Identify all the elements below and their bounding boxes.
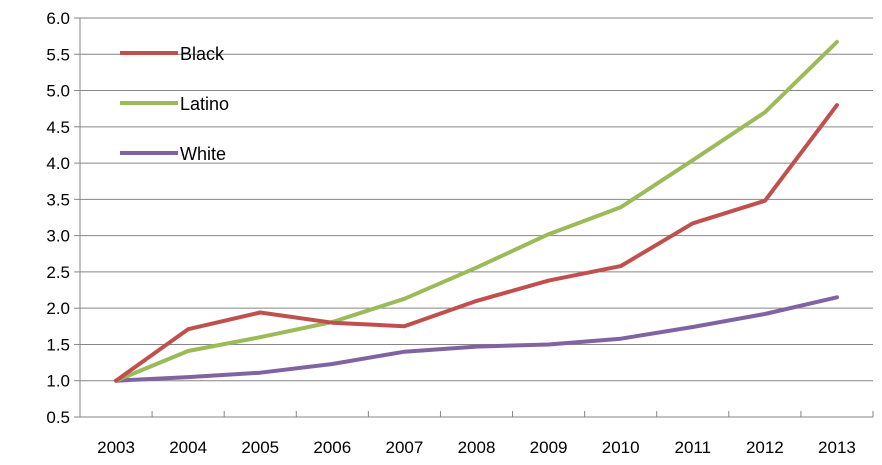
x-axis-tick-labels: 2003 2004 2005 2006 2007 2008 2009 2010 2011 2012…: [97, 438, 856, 457]
legend-label-latino: Latino: [180, 94, 229, 114]
series-line-white: [114, 295, 839, 383]
x-tick-label: 2011: [674, 438, 711, 457]
axes: [74, 17, 874, 418]
x-tick-label: 2004: [169, 438, 207, 457]
y-tick-label: 0.5: [46, 408, 70, 427]
series-line-black: [114, 103, 839, 383]
x-tick-label: 2008: [458, 438, 496, 457]
series-lines: [114, 39, 839, 383]
x-tick-label: 2010: [602, 438, 640, 457]
y-tick-label: 4.5: [46, 118, 70, 137]
legend-label-black: Black: [180, 44, 225, 64]
y-tick-label: 6.0: [46, 9, 70, 28]
y-tick-label: 2.5: [46, 263, 70, 282]
y-tick-label: 3.0: [46, 227, 70, 246]
x-tick-label: 2005: [241, 438, 279, 457]
x-tick-label: 2003: [97, 438, 135, 457]
y-axis-tick-labels: 0.5 1.0 1.5 2.0 2.5 3.0 3.5 4.0 4.5 5.0 5.5 6.0: [46, 9, 70, 427]
legend: Black Latino White: [120, 44, 229, 164]
y-tick-label: 5.0: [46, 82, 70, 101]
y-tick-label: 4.0: [46, 154, 70, 173]
x-tick-label: 2013: [818, 438, 856, 457]
x-tick-label: 2006: [313, 438, 351, 457]
y-tick-label: 5.5: [46, 45, 70, 64]
y-tick-label: 3.5: [46, 190, 70, 209]
gridlines: [80, 17, 873, 418]
y-tick-label: 1.0: [46, 372, 70, 391]
x-tick-label: 2007: [385, 438, 423, 457]
x-tick-label: 2009: [530, 438, 568, 457]
x-tick-label: 2012: [746, 438, 784, 457]
series-line-latino: [114, 39, 839, 383]
legend-label-white: White: [180, 144, 226, 164]
y-tick-label: 1.5: [46, 335, 70, 354]
y-tick-label: 2.0: [46, 299, 70, 318]
